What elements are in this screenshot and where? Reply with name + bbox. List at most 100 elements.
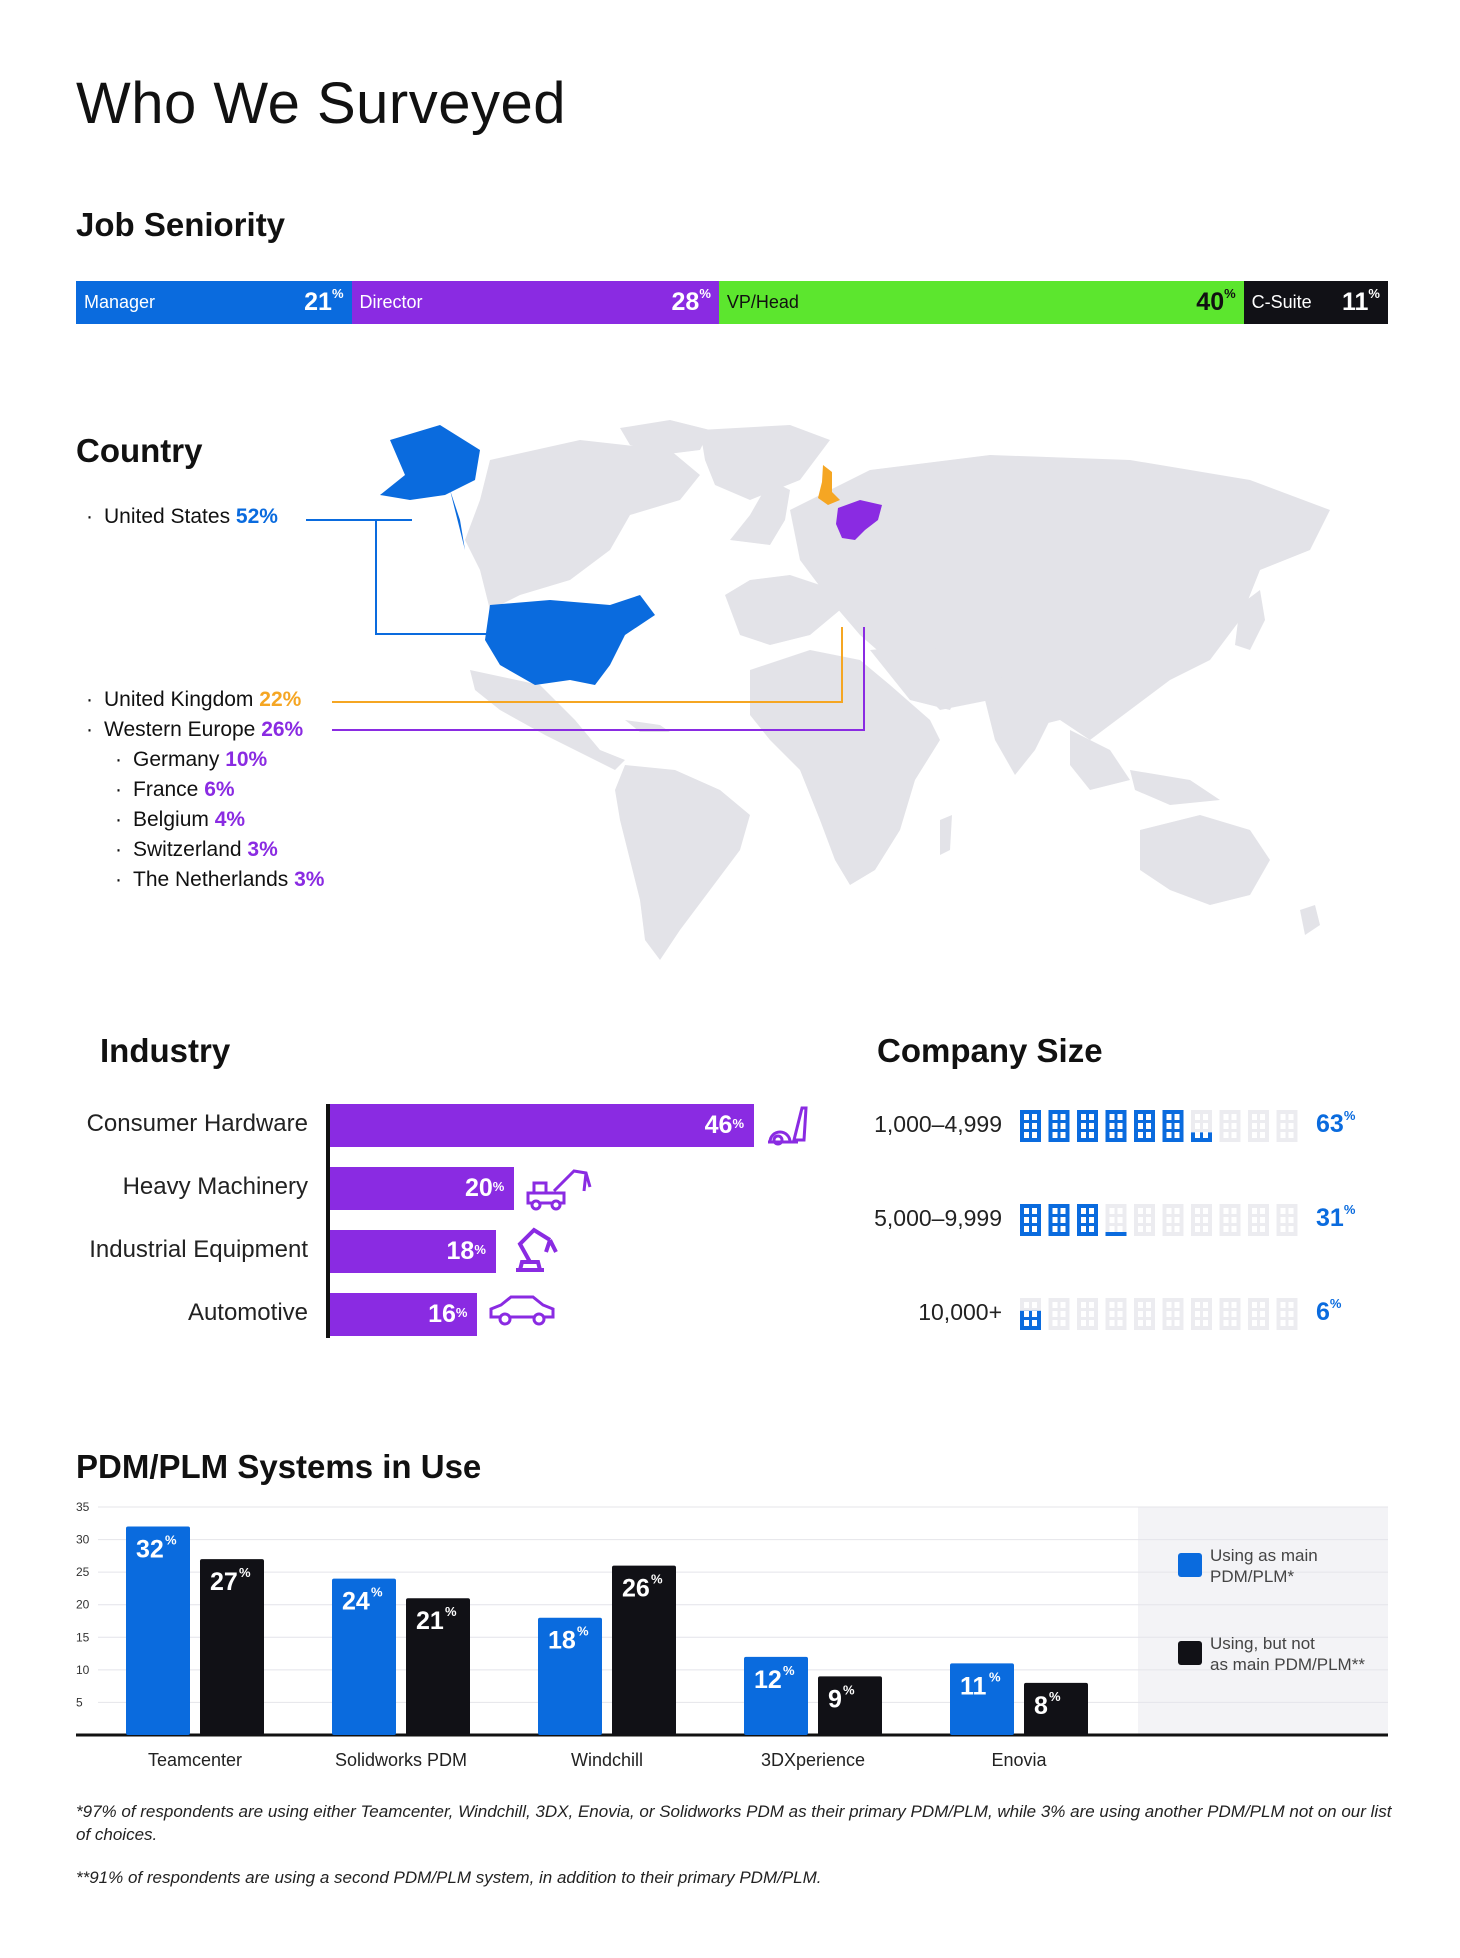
bar-value-unit: % [445, 1604, 457, 1619]
building-icon [1134, 1298, 1155, 1330]
legend-label: Using as main [1210, 1546, 1318, 1565]
bar-value-label: 18 [548, 1627, 576, 1655]
company-size-label: 1,000–4,999 [874, 1111, 1002, 1137]
building-icon [1219, 1110, 1241, 1142]
legend-label: PDM/PLM* [1210, 1567, 1294, 1586]
map-uk [818, 465, 840, 505]
vacuum-icon [764, 1100, 812, 1153]
seniority-segment-manager: Manager 21% [76, 281, 352, 324]
building-icon [1077, 1110, 1098, 1142]
seniority-value: 40% [1196, 286, 1236, 316]
country-name: Belgium [133, 808, 215, 831]
map-land [465, 420, 1330, 960]
bar-value-label: 12 [754, 1666, 782, 1694]
bullet: · [115, 868, 122, 891]
country-item: · United Kingdom 22% [86, 688, 301, 712]
country-name: United States [104, 505, 236, 528]
building-icon [1219, 1298, 1241, 1330]
bar-value-label: 32 [136, 1536, 164, 1564]
page-title: Who We Surveyed [76, 71, 566, 136]
country-pct: 10% [225, 748, 268, 771]
seniority-label: C-Suite [1251, 292, 1312, 312]
x-tick-label: Enovia [991, 1750, 1047, 1770]
bullet: · [115, 778, 122, 801]
company-size-buildings [1020, 1298, 1298, 1330]
bar-value-label: 26 [622, 1575, 650, 1603]
building-icon [1162, 1298, 1184, 1330]
building-icon [1048, 1204, 1070, 1236]
bar-value-unit: % [651, 1572, 663, 1587]
building-icon [1105, 1298, 1127, 1330]
industry-label: Industrial Equipment [89, 1236, 308, 1263]
bar-value-unit: % [165, 1533, 177, 1548]
building-icon [1020, 1204, 1041, 1236]
industry-label: Consumer Hardware [86, 1110, 308, 1137]
building-icon [1276, 1110, 1298, 1142]
bar-value-unit: % [783, 1663, 795, 1678]
map-western-europe [836, 500, 882, 540]
job-seniority-title: Job Seniority [76, 206, 286, 243]
building-icon [1276, 1204, 1298, 1236]
building-icon [1248, 1298, 1269, 1330]
country-name: France [133, 778, 205, 801]
y-tick-label: 10 [76, 1663, 90, 1677]
seniority-label: VP/Head [726, 292, 799, 312]
bar-value-unit: % [989, 1669, 1001, 1684]
y-tick-label: 15 [76, 1630, 90, 1644]
bar-value-unit: % [239, 1565, 251, 1580]
country-pct: 22% [259, 688, 302, 711]
company-size-label: 5,000–9,999 [874, 1205, 1002, 1231]
footnote-2: **91% of respondents are using a second … [76, 1868, 822, 1887]
building-icon [1248, 1110, 1269, 1142]
building-icon [1105, 1110, 1127, 1142]
country-pct: 6% [204, 778, 235, 801]
bar [744, 1656, 808, 1735]
building-icon [1134, 1110, 1155, 1142]
bar [332, 1578, 396, 1735]
company-size-buildings [1020, 1110, 1298, 1142]
bar [200, 1559, 264, 1735]
company-size-value: 63% [1316, 1108, 1356, 1138]
building-icon [1162, 1204, 1184, 1236]
building-icon [1276, 1298, 1298, 1330]
industry-label: Automotive [187, 1299, 308, 1326]
bar-value-label: 21 [416, 1607, 444, 1635]
building-icon [1048, 1110, 1070, 1142]
crane-truck-icon [524, 1163, 596, 1216]
seniority-segment-c-suite: C-Suite 11% [1243, 281, 1388, 324]
bar-value-unit: % [1049, 1689, 1061, 1704]
company-size-value: 6% [1316, 1296, 1342, 1326]
bar-value-label: 8 [1034, 1692, 1048, 1720]
country-item: · Western Europe 26% [86, 718, 303, 742]
bullet: · [86, 718, 93, 741]
building-icon [1162, 1110, 1184, 1142]
country-title: Country [76, 432, 203, 469]
seniority-segment-vp-head: VP/Head 40% [718, 281, 1244, 324]
bar [538, 1617, 602, 1735]
building-icon [1191, 1298, 1212, 1330]
country-name: The Netherlands [133, 868, 295, 891]
bar [406, 1598, 470, 1735]
company-size-label: 10,000+ [918, 1299, 1002, 1325]
bar-value-label: 11 [960, 1672, 987, 1700]
country-pct: 3% [294, 868, 325, 891]
footnote-1: *97% of respondents are using either Tea… [76, 1802, 1392, 1844]
bar [126, 1526, 190, 1735]
x-tick-label: Windchill [571, 1750, 643, 1770]
building-icon [1105, 1204, 1127, 1236]
legend-panel [1138, 1507, 1388, 1735]
legend-swatch [1178, 1641, 1202, 1665]
seniority-value: 11% [1341, 286, 1380, 316]
company-size-value: 31% [1316, 1202, 1356, 1232]
company-size-title: Company Size [877, 1032, 1103, 1069]
building-icon [1191, 1110, 1212, 1142]
industry-axis [326, 1104, 330, 1338]
legend-label: as main PDM/PLM** [1210, 1655, 1365, 1674]
legend-label: Using, but not [1210, 1634, 1315, 1653]
bar-value-label: 9 [828, 1685, 842, 1713]
building-icon [1020, 1298, 1041, 1330]
job-seniority-bar: Manager 21% Director 28% VP/Head 40% C-Suite 11… [76, 281, 1388, 324]
country-pct: 26% [261, 718, 304, 741]
